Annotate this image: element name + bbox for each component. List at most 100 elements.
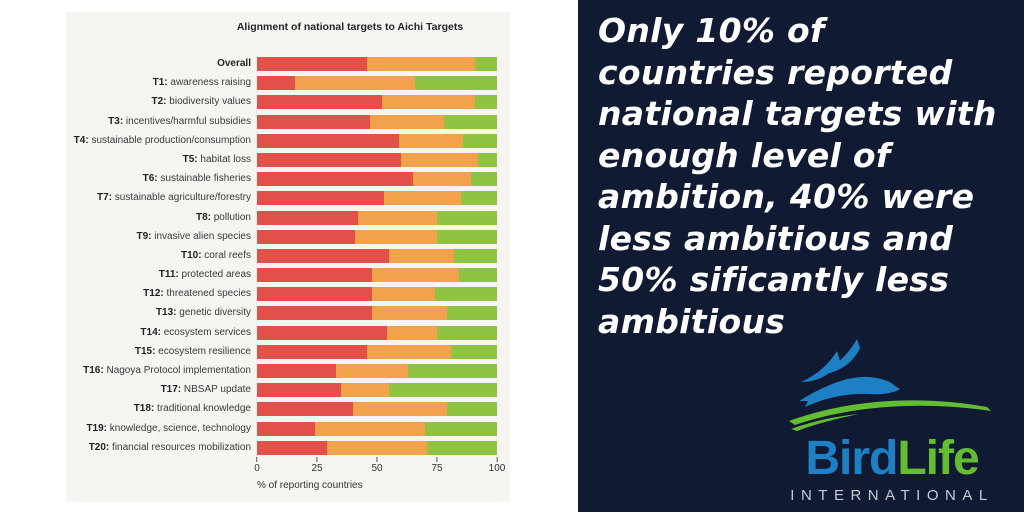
chart-row: T10: coral reefs (66, 248, 497, 268)
chart-row: T16: Nagoya Protocol implementation (66, 364, 497, 383)
tick-label: 50 (371, 463, 383, 474)
stacked-bar (257, 383, 497, 398)
bar-segment-red (257, 95, 382, 110)
chart-row: T8: pollution (66, 210, 497, 230)
bar-segment-green (470, 172, 497, 187)
tick-mark (436, 457, 438, 462)
bar-segment-green (458, 268, 497, 283)
quote-line: countries reported (598, 52, 953, 92)
row-label: T3: incentives/harmful subsidies (108, 115, 251, 127)
chart-row: T6: sustainable fisheries (66, 172, 497, 191)
bar-segment-orange (357, 210, 437, 225)
bar-segment-red (257, 364, 337, 378)
bar-segment-orange (384, 191, 461, 206)
stacked-bar (257, 306, 497, 321)
tick-mark (376, 457, 378, 462)
row-label: T11: protected areas (158, 269, 251, 281)
x-axis-tick: 25 (311, 457, 323, 474)
bar-segment-orange (336, 364, 409, 378)
chart-row: T17: NBSAP update (66, 383, 497, 402)
chart-row: T2: biodiversity values (66, 95, 497, 114)
chart-row: T12: threatened species (66, 287, 497, 306)
bar-segment-orange (326, 440, 428, 455)
row-label: T8: pollution (195, 211, 251, 223)
bar-segment-green (451, 344, 497, 359)
bar-segment-orange (372, 268, 459, 283)
x-axis-tick: 0 (254, 457, 260, 474)
bar-segment-red (257, 287, 373, 302)
bar-segment-orange (398, 133, 464, 148)
bar-segment-red (257, 421, 315, 436)
bar-segment-red (257, 76, 296, 91)
logo-subtitle: INTERNATIONAL (790, 487, 994, 504)
bar-segment-red (257, 344, 368, 359)
chart-title: Alignment of national targets to Aichi T… (236, 21, 464, 33)
quote-line: enough level of (598, 135, 891, 175)
stacked-bar (257, 172, 497, 187)
stacked-bar (257, 248, 497, 263)
stacked-bar (257, 268, 497, 283)
logo-wordmark: BirdLife (776, 434, 1008, 484)
row-label: T16: Nagoya Protocol implementation (83, 365, 251, 376)
stacked-bar (257, 191, 497, 206)
row-label: T10: coral reefs (180, 249, 251, 261)
bar-segment-green (436, 325, 497, 340)
chart-row: T14: ecosystem services (66, 325, 497, 345)
quote-line: less ambitious and (598, 218, 954, 258)
stacked-bar (257, 152, 497, 167)
chart-panel: Alignment of national targets to Aichi T… (66, 12, 510, 502)
row-label: T13: genetic diversity (155, 307, 251, 319)
tick-label: 0 (254, 463, 260, 474)
tick-label: 100 (488, 463, 506, 474)
bar-segment-green (475, 57, 497, 71)
bar-segment-red (257, 306, 373, 321)
chart-row: T5: habitat loss (66, 152, 497, 172)
bar-segment-orange (369, 114, 445, 129)
chart-row: T7: sustainable agriculture/forestry (66, 191, 497, 210)
row-label: T5: habitat loss (182, 153, 251, 165)
bar-segment-green (436, 210, 497, 225)
logo-text-life: Life (897, 432, 979, 485)
quote-line: ambitious (598, 301, 786, 341)
x-axis-tick: 75 (431, 457, 443, 474)
bar-segment-red (257, 133, 399, 148)
bar-segment-green (415, 76, 497, 91)
bar-segment-green (453, 248, 497, 263)
stacked-bar (257, 440, 497, 455)
row-label: T14: ecosystem services (140, 326, 251, 338)
bar-segment-red (257, 383, 341, 398)
chart-row: T18: traditional knowledge (66, 402, 497, 421)
bar-segment-green (446, 402, 497, 417)
stacked-bar (257, 114, 497, 129)
x-axis-label: % of reporting countries (257, 480, 363, 491)
birdlife-logo-graphic (789, 339, 991, 431)
bar-segment-orange (314, 421, 425, 436)
tick-mark (496, 457, 498, 462)
row-label: T15: ecosystem resilience (134, 345, 251, 357)
quote-panel: Only 10% of countries reported national … (578, 0, 1024, 512)
chart-row: Overall (66, 57, 497, 76)
birdlife-logo: BirdLife INTERNATIONAL (776, 338, 1008, 504)
row-label: T18: traditional knowledge (133, 403, 251, 415)
chart-row: T13: genetic diversity (66, 306, 497, 325)
bar-segment-orange (367, 57, 476, 71)
row-label: T9: invasive alien species (136, 230, 252, 242)
chart-row: T19: knowledge, science, technology (66, 421, 497, 441)
stacked-bar (257, 229, 497, 244)
bar-segment-red (257, 114, 370, 129)
bar-segment-red (257, 229, 356, 244)
bar-segment-red (257, 248, 389, 263)
row-label: T7: sustainable agriculture/forestry (97, 192, 251, 204)
bar-segment-orange (401, 152, 478, 167)
bar-segment-green (463, 133, 497, 148)
stacked-bar (257, 421, 497, 436)
bar-segment-red (257, 172, 413, 187)
bar-segment-green (444, 114, 497, 129)
x-axis-tick: 100 (488, 457, 506, 474)
swoosh-icon (789, 400, 991, 431)
bar-segment-orange (367, 344, 452, 359)
bar-segment-orange (353, 402, 447, 417)
bar-segment-green (436, 229, 497, 244)
bar-segment-orange (341, 383, 389, 398)
bird-icon (799, 339, 900, 407)
